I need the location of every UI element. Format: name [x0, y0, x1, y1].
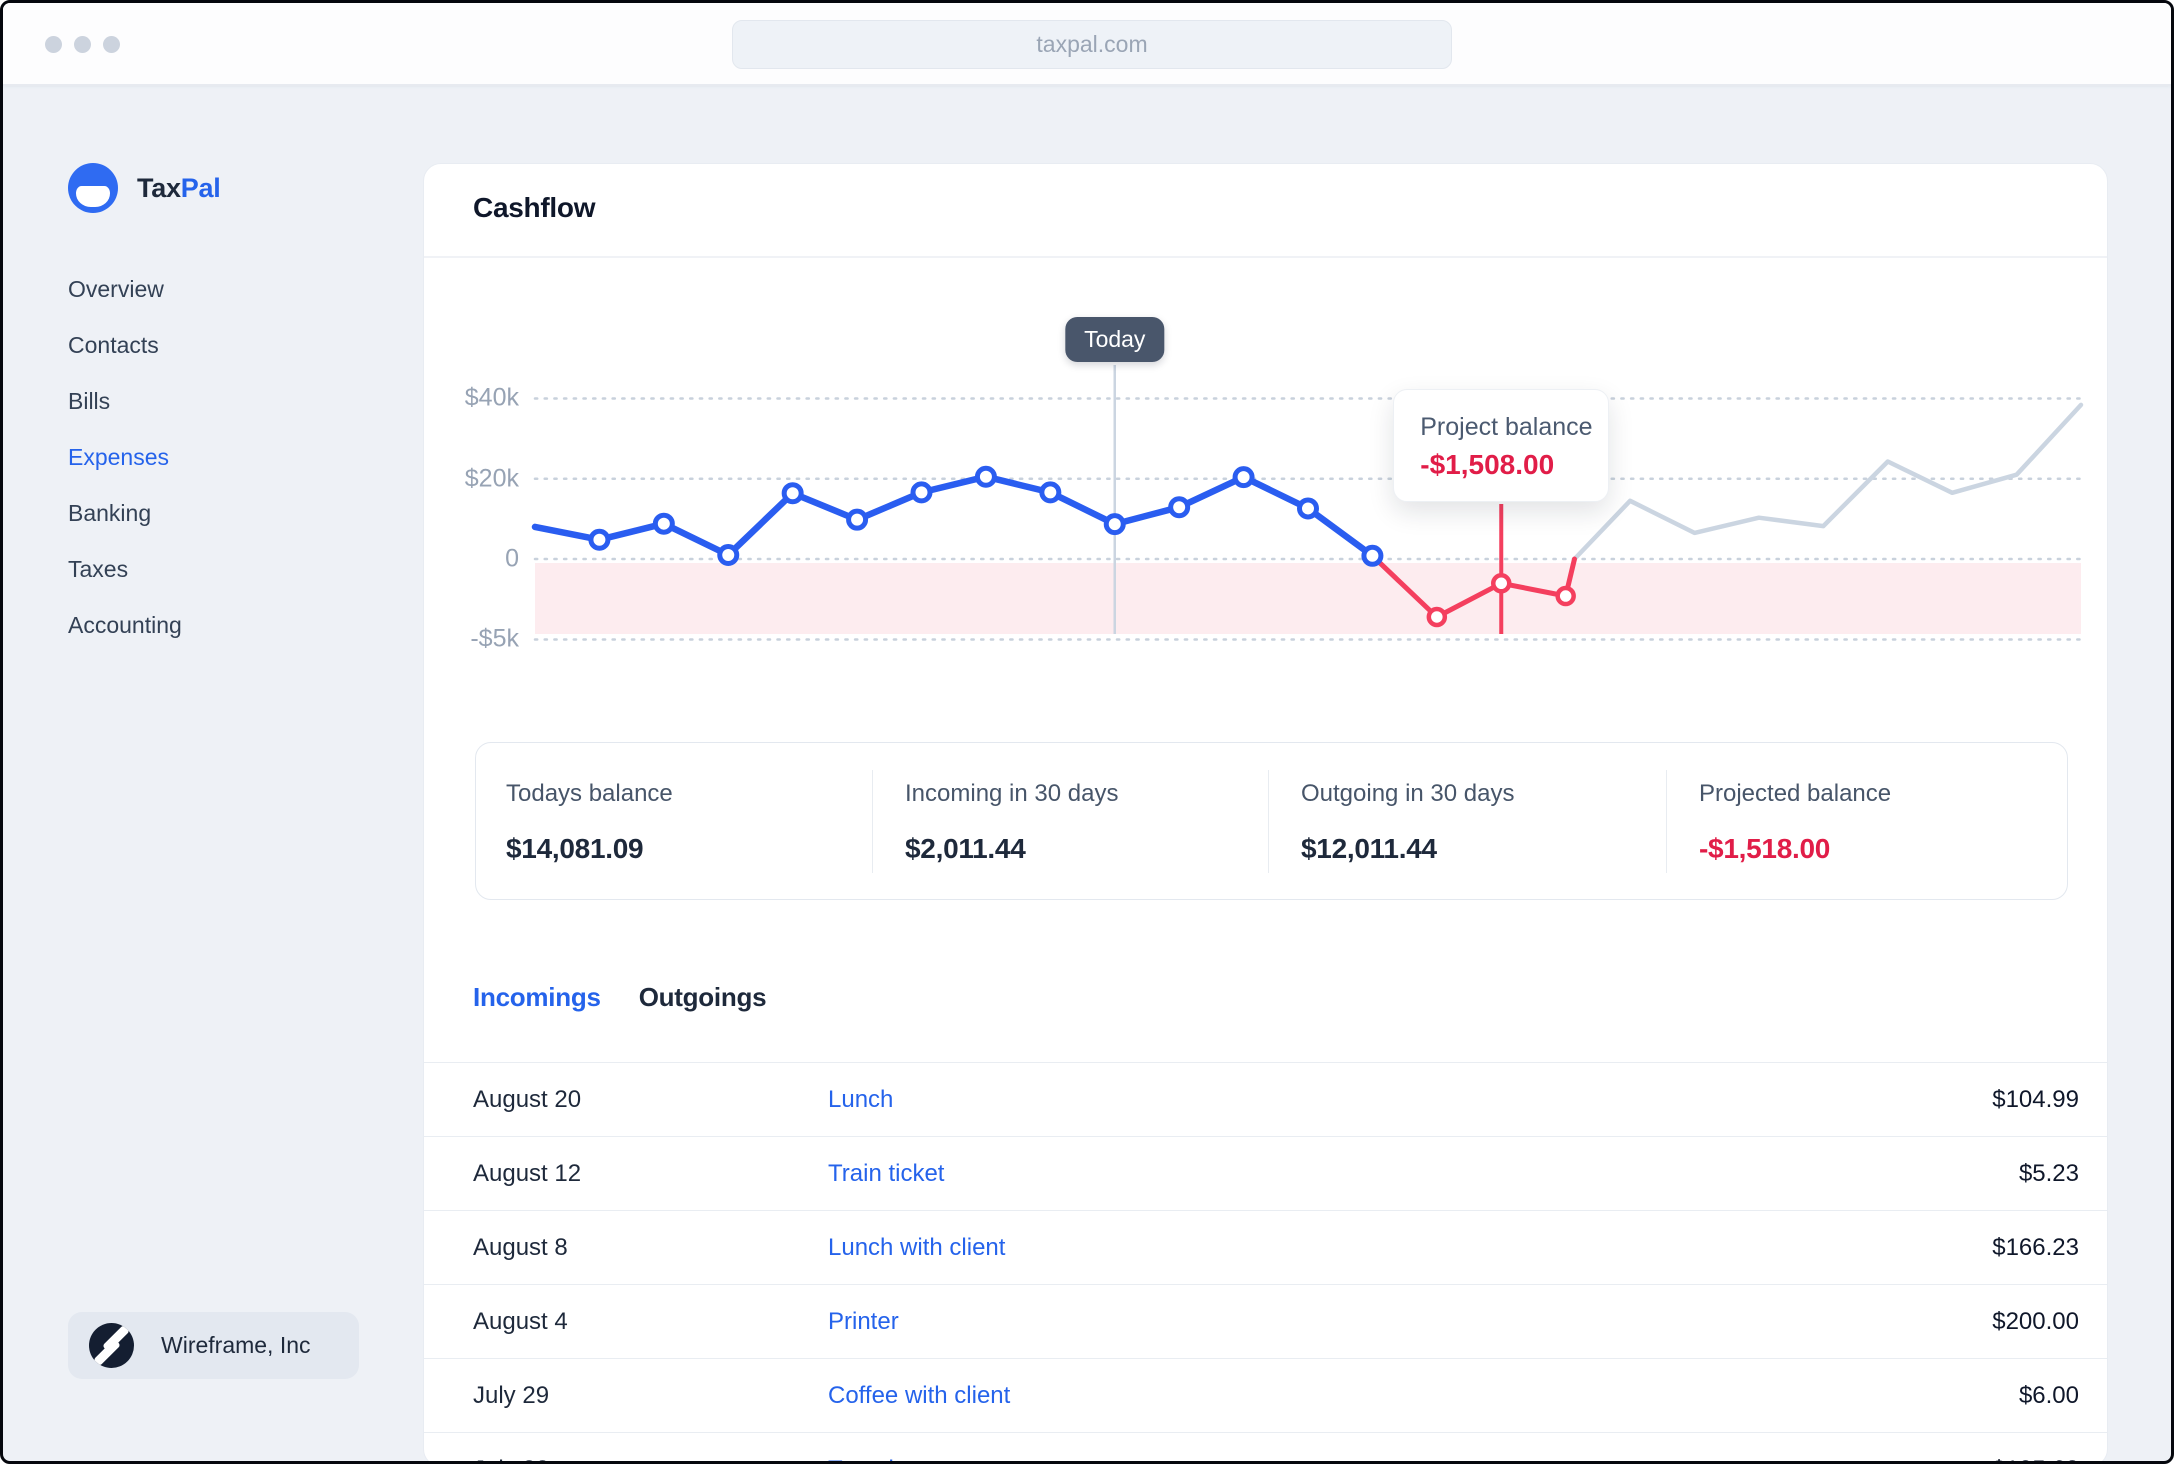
y-axis-tick-20k: $20k	[464, 464, 519, 493]
data-point-marker[interactable]	[781, 482, 804, 505]
series-actual-line	[531, 473, 1376, 560]
page-title: Cashflow	[473, 192, 596, 223]
transactions-table: August 20 Lunch $104.99 August 12 Train …	[424, 1062, 2107, 1462]
transaction-amount: $104.99	[1992, 1085, 2079, 1113]
sidebar-item-bills[interactable]: Bills	[68, 388, 111, 414]
address-bar[interactable]: taxpal.com	[732, 20, 1452, 69]
sidebar-item-accounting[interactable]: Accounting	[68, 612, 182, 638]
sidebar-item-overview[interactable]: Overview	[68, 276, 164, 302]
stat-label: Outgoing in 30 days	[1301, 780, 1515, 807]
transaction-link[interactable]: Printer	[828, 1307, 899, 1335]
window-dot-icon[interactable]	[74, 36, 91, 53]
organization-logo-icon	[89, 1323, 134, 1368]
stat-label: Incoming in 30 days	[905, 780, 1119, 807]
data-point-marker[interactable]	[652, 512, 675, 535]
projected-balance-tooltip-title: Project balance	[1420, 413, 1593, 441]
stat-value: $2,011.44	[905, 833, 1026, 864]
summary-stats-card: Todays balance $14,081.09 Incoming in 30…	[475, 742, 2068, 900]
cashflow-chart[interactable]: $40k $20k 0 -$5k	[424, 260, 2107, 728]
data-point-marker[interactable]	[1361, 544, 1384, 567]
data-point-marker[interactable]	[1168, 496, 1191, 519]
stat-value: -$1,518.00	[1699, 833, 1831, 864]
stat-label: Projected balance	[1699, 780, 1892, 807]
sidebar-item-taxes[interactable]: Taxes	[68, 556, 129, 582]
browser-chrome: taxpal.com	[3, 3, 2171, 86]
taxpal-logo-icon	[68, 163, 118, 213]
data-point-marker[interactable]	[1103, 513, 1126, 536]
transaction-link[interactable]: Coffee with client	[828, 1381, 1011, 1409]
series-projected-future-line	[1572, 402, 2084, 562]
data-point-marker[interactable]	[910, 481, 933, 504]
projected-balance-tooltip: Project balance -$1,508.00	[1393, 389, 1610, 502]
stat-incoming-30-days: Incoming in 30 days $2,011.44	[872, 770, 1268, 873]
stat-projected-balance: Projected balance -$1,518.00	[1666, 770, 2067, 873]
transaction-date: July 22	[473, 1456, 828, 1462]
transaction-link[interactable]: Travel	[828, 1456, 1992, 1462]
sidebar: TaxPal Overview Contacts Bills Expenses …	[3, 86, 423, 1461]
transaction-amount: $200.00	[1992, 1307, 2079, 1335]
transaction-link[interactable]: Train ticket	[828, 1159, 945, 1187]
cashflow-card-header: Cashflow	[424, 164, 2107, 258]
stat-outgoing-30-days: Outgoing in 30 days $12,011.44	[1268, 770, 1666, 873]
y-axis-tick-zero: 0	[505, 544, 519, 573]
today-marker-chip: Today	[1065, 317, 1165, 362]
transaction-date: August 12	[473, 1159, 582, 1187]
table-row[interactable]: August 8 Lunch with client $166.23	[424, 1210, 2107, 1284]
window-controls[interactable]	[45, 36, 120, 53]
transaction-link[interactable]: Lunch	[828, 1085, 894, 1113]
data-point-marker[interactable]	[717, 543, 740, 566]
sidebar-item-contacts[interactable]: Contacts	[68, 332, 159, 358]
taxpal-logo[interactable]: TaxPal	[68, 163, 221, 213]
table-row[interactable]: August 12 Train ticket $5.23	[424, 1136, 2107, 1210]
stat-todays-balance: Todays balance $14,081.09	[476, 770, 872, 873]
sidebar-item-expenses[interactable]: Expenses	[68, 444, 170, 470]
tab-incomings[interactable]: Incomings	[473, 982, 601, 1012]
cashflow-chart-svg[interactable]	[424, 260, 2108, 728]
data-point-marker[interactable]	[1555, 585, 1576, 607]
organization-switcher[interactable]: Wireframe, Inc	[68, 1312, 359, 1379]
transaction-date: August 8	[473, 1233, 568, 1261]
data-point-marker[interactable]	[1297, 497, 1319, 520]
stat-value: $14,081.09	[506, 833, 644, 864]
transaction-amount: $166.23	[1992, 1233, 2079, 1261]
data-point-marker[interactable]	[1232, 466, 1255, 489]
transaction-amount: $5.23	[2018, 1159, 2079, 1187]
tab-outgoings[interactable]: Outgoings	[638, 982, 767, 1012]
sidebar-nav: Overview Contacts Bills Expenses Banking…	[68, 277, 182, 637]
transaction-amount: $6.00	[2018, 1381, 2079, 1409]
stat-value: $12,011.44	[1301, 833, 1437, 864]
data-point-marker[interactable]	[1491, 573, 1512, 594]
transaction-date: August 20	[473, 1085, 582, 1113]
stat-label: Todays balance	[506, 780, 673, 807]
table-row[interactable]: July 29 Coffee with client $6.00	[424, 1358, 2107, 1432]
table-row[interactable]: July 22 Travel $105.63	[424, 1432, 2107, 1462]
transaction-amount: $105.63	[1992, 1456, 2079, 1462]
table-row[interactable]: August 4 Printer $200.00	[424, 1284, 2107, 1358]
address-bar-url: taxpal.com	[1036, 31, 1148, 57]
projected-balance-tooltip-value: -$1,508.00	[1420, 449, 1555, 480]
y-axis-tick-neg5k: -$5k	[470, 624, 519, 653]
data-point-marker[interactable]	[1426, 606, 1448, 628]
organization-name: Wireframe, Inc	[161, 1332, 311, 1358]
data-point-marker[interactable]	[1039, 481, 1062, 504]
data-point-marker[interactable]	[846, 508, 869, 531]
table-row[interactable]: August 20 Lunch $104.99	[424, 1062, 2107, 1136]
cashflow-card: Cashflow $40k $20k 0 -$5k Today Project …	[423, 163, 2108, 1462]
window-dot-icon[interactable]	[103, 36, 120, 53]
transaction-date: August 4	[473, 1307, 568, 1335]
brand-name: TaxPal	[137, 172, 221, 203]
y-axis-tick-40k: $40k	[464, 383, 519, 412]
data-point-marker[interactable]	[588, 528, 611, 551]
negative-balance-band	[535, 563, 2081, 634]
transaction-link[interactable]: Lunch with client	[828, 1233, 1006, 1261]
data-point-marker[interactable]	[974, 465, 997, 488]
transaction-date: July 29	[473, 1381, 550, 1409]
transactions-tabs: Incomings Outgoings	[473, 982, 767, 1013]
sidebar-item-banking[interactable]: Banking	[68, 500, 152, 526]
window-dot-icon[interactable]	[45, 36, 62, 53]
